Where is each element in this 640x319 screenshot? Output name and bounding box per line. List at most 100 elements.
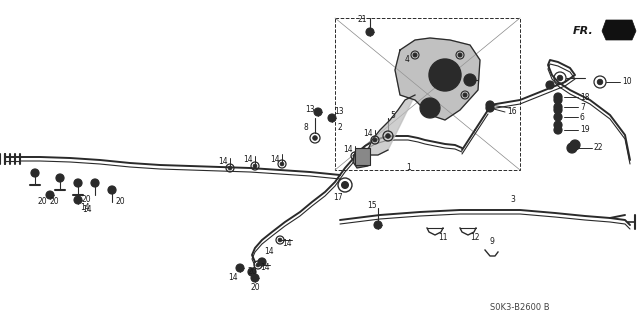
Text: 20: 20: [250, 283, 260, 292]
Circle shape: [488, 106, 492, 110]
Text: 14: 14: [363, 130, 372, 138]
Circle shape: [546, 81, 554, 89]
Circle shape: [554, 93, 562, 101]
Circle shape: [76, 181, 80, 185]
Text: 14: 14: [243, 155, 253, 165]
Circle shape: [93, 181, 97, 185]
Text: 14: 14: [264, 248, 274, 256]
Text: 4: 4: [405, 56, 410, 64]
Circle shape: [228, 166, 232, 170]
Circle shape: [342, 182, 349, 189]
Text: 3: 3: [510, 196, 515, 204]
Text: 6: 6: [580, 113, 585, 122]
Polygon shape: [395, 38, 480, 120]
Circle shape: [258, 258, 266, 266]
Circle shape: [56, 174, 64, 182]
Text: 14: 14: [218, 158, 228, 167]
Circle shape: [386, 134, 390, 138]
Text: 20: 20: [248, 268, 258, 277]
Circle shape: [464, 74, 476, 86]
Circle shape: [314, 108, 322, 116]
Circle shape: [74, 196, 82, 204]
Text: 22: 22: [593, 144, 602, 152]
Text: 14: 14: [82, 205, 92, 214]
Text: 9: 9: [490, 238, 495, 247]
Circle shape: [374, 221, 382, 229]
Text: 20: 20: [115, 197, 125, 206]
Circle shape: [458, 53, 462, 57]
Circle shape: [567, 143, 577, 153]
Text: 20: 20: [50, 197, 60, 206]
Circle shape: [548, 83, 552, 87]
Circle shape: [280, 162, 284, 166]
Text: FR.: FR.: [573, 26, 594, 36]
Text: 15: 15: [367, 202, 376, 211]
Circle shape: [248, 268, 256, 276]
Circle shape: [570, 140, 580, 150]
Circle shape: [554, 121, 562, 129]
Circle shape: [556, 128, 560, 132]
Text: 16: 16: [507, 108, 516, 116]
Text: 14: 14: [270, 154, 280, 164]
Text: 14: 14: [80, 203, 90, 211]
Circle shape: [554, 113, 562, 121]
Circle shape: [442, 72, 448, 78]
Circle shape: [463, 93, 467, 97]
Polygon shape: [602, 20, 636, 40]
Circle shape: [556, 95, 560, 99]
Text: 12: 12: [470, 234, 479, 242]
Circle shape: [437, 67, 453, 83]
Circle shape: [429, 59, 461, 91]
Text: S0K3-B2600 B: S0K3-B2600 B: [490, 303, 550, 313]
Text: 8: 8: [303, 123, 308, 132]
Circle shape: [33, 171, 37, 175]
Circle shape: [236, 264, 244, 272]
Circle shape: [420, 98, 440, 118]
Circle shape: [46, 191, 54, 199]
Circle shape: [597, 79, 603, 85]
Circle shape: [486, 104, 494, 112]
Text: 13: 13: [305, 106, 315, 115]
Text: 14: 14: [282, 240, 292, 249]
Circle shape: [250, 270, 254, 274]
Circle shape: [556, 98, 560, 102]
Circle shape: [108, 186, 116, 194]
Text: 7: 7: [580, 102, 585, 112]
Polygon shape: [355, 148, 370, 165]
Text: 14: 14: [343, 145, 353, 154]
Circle shape: [91, 179, 99, 187]
Circle shape: [31, 169, 39, 177]
Circle shape: [366, 28, 374, 36]
Circle shape: [328, 114, 336, 122]
Circle shape: [110, 188, 114, 192]
Text: 14: 14: [228, 272, 237, 281]
Text: 20: 20: [82, 196, 92, 204]
Text: 19: 19: [580, 125, 589, 135]
Text: 10: 10: [622, 78, 632, 86]
Circle shape: [74, 179, 82, 187]
Text: 21: 21: [358, 16, 367, 25]
Text: 13: 13: [334, 108, 344, 116]
Circle shape: [573, 143, 577, 147]
Polygon shape: [368, 95, 415, 155]
Text: 1: 1: [406, 164, 411, 173]
Circle shape: [488, 103, 492, 107]
Circle shape: [253, 164, 257, 168]
Text: 14: 14: [260, 263, 269, 272]
Circle shape: [260, 260, 264, 264]
Circle shape: [413, 53, 417, 57]
Circle shape: [278, 238, 282, 242]
Text: 11: 11: [438, 234, 447, 242]
Circle shape: [554, 106, 562, 114]
Circle shape: [313, 136, 317, 140]
Circle shape: [554, 126, 562, 134]
Text: 20: 20: [38, 197, 47, 206]
Circle shape: [256, 263, 260, 267]
Circle shape: [556, 115, 560, 119]
Circle shape: [556, 123, 560, 127]
Circle shape: [373, 138, 377, 142]
Circle shape: [557, 75, 563, 81]
Circle shape: [556, 105, 560, 109]
Circle shape: [251, 274, 259, 282]
Circle shape: [58, 176, 62, 180]
